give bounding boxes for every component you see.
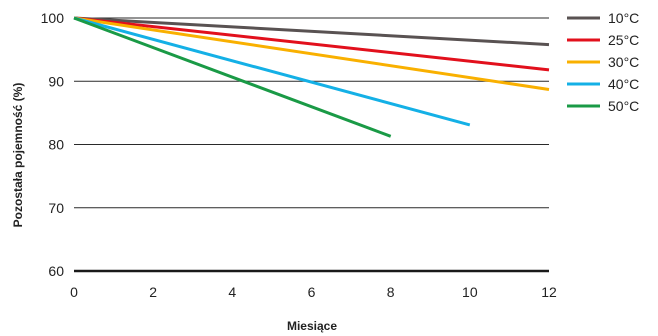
legend-label: 50°C (608, 98, 639, 114)
series-line-25c (73, 16, 550, 72)
y-tick-label: 90 (48, 73, 64, 89)
x-tick-label: 10 (462, 284, 478, 300)
x-tick-label: 8 (387, 284, 395, 300)
series-line-50c (73, 16, 392, 138)
legend-label: 25°C (608, 32, 639, 48)
y-tick-label: 70 (48, 200, 64, 216)
y-axis-title: Pozostała pojemność (%) (11, 83, 25, 228)
x-tick-label: 4 (228, 284, 236, 300)
series-lines (73, 16, 550, 138)
x-tick-label: 0 (70, 284, 78, 300)
grid-lines (74, 17, 549, 273)
x-tick-label: 12 (541, 284, 557, 300)
y-tick-labels: 60 70 80 90 100 (41, 10, 65, 279)
x-tick-labels: 0 2 4 6 8 10 12 (70, 284, 557, 300)
y-tick-label: 80 (48, 137, 64, 153)
series-line-30c (73, 16, 550, 91)
x-tick-label: 2 (149, 284, 157, 300)
x-axis-title: Miesiące (287, 319, 337, 333)
series-line-10c (73, 16, 550, 47)
legend-label: 40°C (608, 76, 639, 92)
legend-label: 30°C (608, 54, 639, 70)
y-tick-label: 100 (41, 10, 65, 26)
legend-label: 10°C (608, 10, 639, 26)
x-tick-label: 6 (308, 284, 316, 300)
legend: 10°C 25°C 30°C 40°C 50°C (567, 10, 639, 114)
y-tick-label: 60 (48, 263, 64, 279)
series-line-40c (73, 16, 471, 127)
